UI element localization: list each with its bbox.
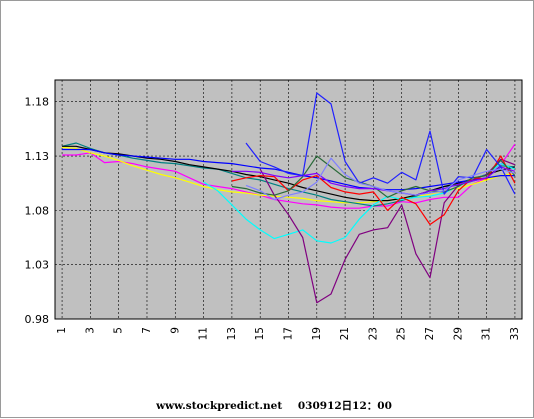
- x-tick-label: 21: [339, 327, 351, 340]
- series-line-12: [245, 157, 516, 201]
- x-tick-label: 11: [198, 327, 210, 340]
- x-tick-label: 1: [56, 327, 68, 334]
- x-tick-label: 15: [254, 327, 266, 340]
- x-tick-label: 5: [113, 327, 125, 334]
- x-tick-label: 27: [424, 327, 436, 340]
- x-tick-label: 13: [226, 327, 238, 340]
- series-line-5: [62, 148, 515, 191]
- x-tick-label: 29: [452, 327, 464, 340]
- x-tick-label: 9: [169, 327, 181, 334]
- series-line-1: [62, 143, 516, 209]
- series-line-7: [259, 158, 516, 304]
- series-line-11: [245, 92, 516, 195]
- y-tick-label: 1.13: [25, 150, 50, 163]
- x-tick-label: 25: [396, 327, 408, 340]
- y-tick-label: 1.08: [25, 204, 50, 217]
- y-axis-labels: 1.18 1.13 1.08 1.03 0.98: [25, 96, 50, 326]
- x-tick-label: 17: [283, 327, 295, 340]
- x-axis-labels: 1 3 5 7 9 11 13 15 17 19 21 23 25 27 29 31 33: [56, 327, 521, 340]
- x-tick-label: 19: [311, 327, 323, 340]
- x-tick-label: 3: [84, 327, 96, 334]
- y-tick-label: 1.18: [25, 96, 50, 109]
- credit-bar: www.stockpredict.net 030912日12：00: [9, 398, 527, 413]
- y-tick-label: 0.98: [25, 313, 50, 326]
- credit-url[interactable]: www.stockpredict.net: [156, 400, 283, 412]
- series-lines: [61, 92, 516, 304]
- credit-time: 030912日12：00: [297, 400, 392, 412]
- x-tick-label: 23: [367, 327, 379, 340]
- x-tick-label: 7: [141, 327, 153, 334]
- x-tick-label: 33: [509, 327, 521, 340]
- y-tick-label: 1.03: [25, 259, 50, 272]
- x-tick-label: 31: [481, 327, 493, 340]
- plot-area: [54, 79, 523, 320]
- series-line-10: [231, 166, 516, 196]
